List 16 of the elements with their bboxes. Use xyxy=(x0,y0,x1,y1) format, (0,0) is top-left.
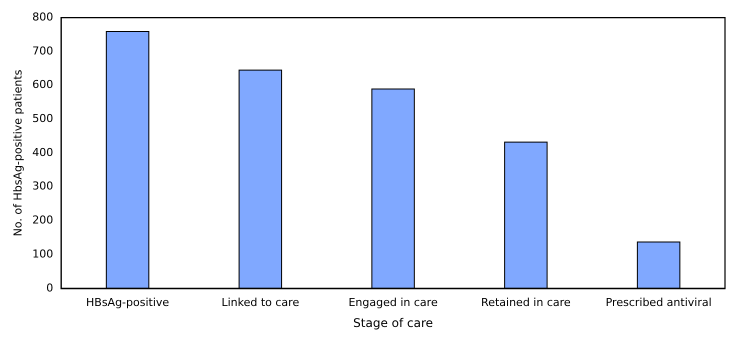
y-tick-label: 700 xyxy=(32,44,54,58)
y-tick-label: 800 xyxy=(32,10,54,24)
x-tick-label: Engaged in care xyxy=(348,296,438,309)
x-tick-label: Retained in care xyxy=(481,296,571,309)
x-tick-label: HBsAg-positive xyxy=(86,296,170,309)
y-axis-title: No. of HbsAg-positive patients xyxy=(11,69,24,236)
y-tick-label: 500 xyxy=(32,112,54,126)
y-tick-label: 0 xyxy=(46,281,54,294)
x-axis-title: Stage of care xyxy=(353,316,434,330)
y-tick-label: 600 xyxy=(32,78,54,92)
y-tick-label: 200 xyxy=(32,214,54,227)
y-tick-label: 300 xyxy=(32,180,54,193)
y-tick-label: 400 xyxy=(32,146,54,159)
x-tick-label: Prescribed antiviral xyxy=(606,296,712,309)
x-tick-label: Linked to care xyxy=(221,296,300,309)
y-tick-label: 100 xyxy=(32,247,54,260)
